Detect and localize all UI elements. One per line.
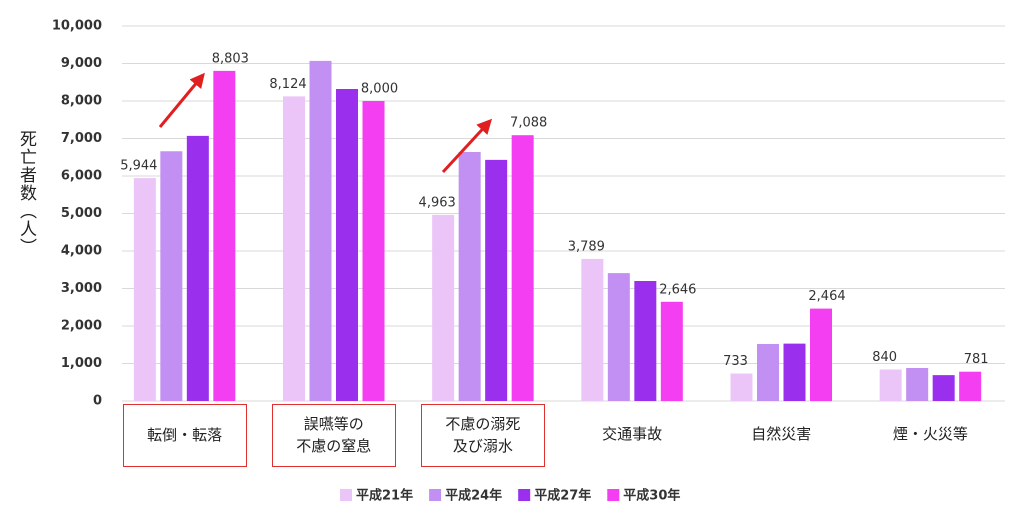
bar bbox=[730, 373, 753, 401]
trend-arrow bbox=[441, 118, 493, 174]
value-label: 4,963 bbox=[419, 195, 456, 210]
legend-label: 平成30年 bbox=[623, 488, 680, 504]
bar bbox=[458, 152, 481, 401]
y-tick-label: 4,000 bbox=[61, 244, 102, 259]
value-label: 7,088 bbox=[510, 116, 547, 131]
legend-label: 平成24年 bbox=[445, 488, 502, 504]
y-tick-label: 2,000 bbox=[61, 319, 102, 334]
bar bbox=[432, 214, 455, 401]
bar bbox=[213, 70, 236, 401]
bar bbox=[511, 135, 534, 401]
y-tick-label: 9,000 bbox=[61, 56, 102, 71]
trend-arrow bbox=[158, 72, 205, 128]
y-tick-label: 6,000 bbox=[61, 169, 102, 184]
x-tick-label: 誤嚥等の 不慮の窒息 bbox=[271, 404, 396, 467]
legend-swatch bbox=[607, 489, 620, 501]
bar bbox=[186, 135, 209, 401]
value-label: 781 bbox=[964, 352, 989, 367]
value-label: 733 bbox=[723, 354, 748, 369]
value-label: 8,803 bbox=[212, 51, 249, 66]
legend-label: 平成27年 bbox=[534, 488, 591, 504]
bar bbox=[634, 281, 657, 401]
y-tick-label: 1,000 bbox=[61, 356, 102, 371]
legend-label: 平成21年 bbox=[356, 488, 413, 504]
bar bbox=[485, 159, 508, 401]
bar bbox=[932, 375, 955, 401]
bar bbox=[906, 368, 929, 401]
value-label: 3,789 bbox=[568, 239, 605, 254]
bar bbox=[660, 301, 683, 401]
value-label: 2,646 bbox=[659, 282, 696, 297]
bar bbox=[757, 344, 779, 401]
bar bbox=[309, 60, 332, 401]
legend-swatch bbox=[340, 489, 352, 501]
x-tick-label: 転倒・転落 bbox=[122, 404, 247, 467]
y-tick-label: 0 bbox=[93, 394, 102, 409]
value-label: 840 bbox=[872, 350, 897, 365]
y-tick-label: 7,000 bbox=[61, 131, 102, 146]
x-tick-label: 不慮の溺死 及び溺水 bbox=[420, 404, 545, 467]
value-label: 8,000 bbox=[361, 82, 398, 97]
y-tick-label: 3,000 bbox=[61, 281, 102, 296]
bar bbox=[607, 273, 630, 401]
x-tick-label: 煙・火災等 bbox=[892, 425, 968, 443]
value-label: 8,124 bbox=[269, 77, 306, 92]
x-tick-label: 自然災害 bbox=[751, 425, 812, 443]
bar bbox=[336, 89, 358, 401]
value-label: 2,464 bbox=[808, 289, 845, 304]
y-tick-label: 10,000 bbox=[52, 19, 102, 34]
bar bbox=[362, 101, 385, 401]
bar bbox=[810, 308, 832, 401]
y-tick-label: 8,000 bbox=[61, 94, 102, 109]
x-tick-label: 交通事故 bbox=[602, 425, 663, 443]
bar bbox=[283, 96, 305, 401]
bar bbox=[879, 369, 902, 401]
bar bbox=[133, 178, 156, 401]
value-label: 5,944 bbox=[120, 159, 157, 174]
bar bbox=[581, 258, 604, 401]
y-tick-label: 5,000 bbox=[61, 206, 102, 221]
legend-swatch bbox=[518, 489, 531, 501]
legend-swatch bbox=[429, 489, 442, 501]
y-axis-label: 死亡者数（人） bbox=[16, 130, 36, 256]
bar bbox=[959, 371, 982, 401]
bar bbox=[783, 343, 806, 401]
bar bbox=[160, 151, 183, 401]
